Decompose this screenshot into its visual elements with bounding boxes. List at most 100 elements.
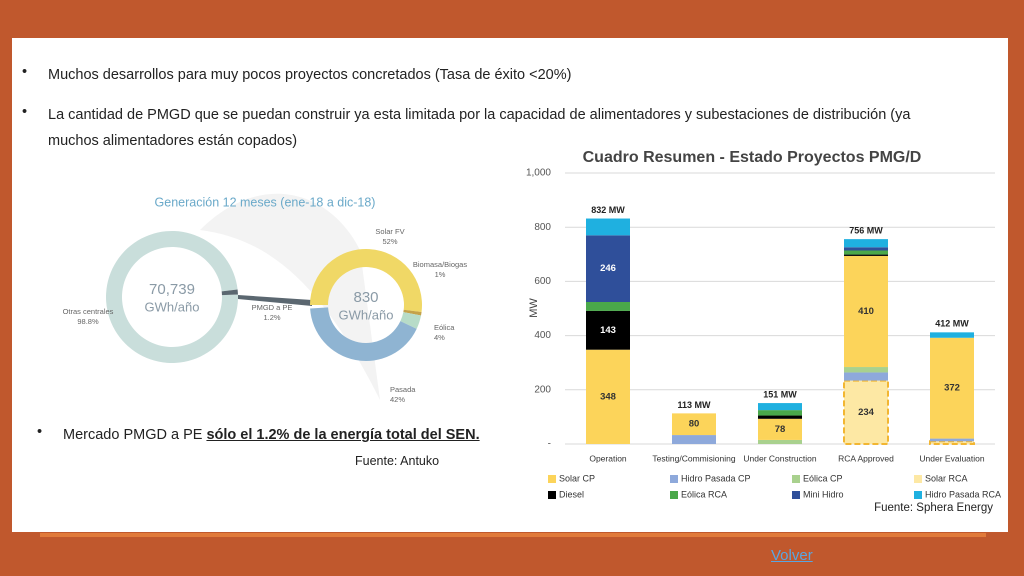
donut-title: Generación 12 meses (ene-18 a dic-18) — [155, 195, 376, 209]
bar-segment — [586, 301, 630, 311]
bar-segment — [586, 310, 630, 350]
legend-label: Eólica CP — [803, 473, 843, 483]
donut-center: 830 — [353, 289, 378, 306]
bar-segment — [586, 218, 630, 236]
bar-segment — [758, 410, 802, 416]
bar-segment — [930, 337, 974, 439]
bullet-emphasis: sólo el 1.2% de la energía total del SEN… — [206, 427, 480, 443]
slice-name: Eólica — [434, 323, 455, 332]
donut-center: GWh/año — [145, 299, 200, 314]
legend-swatch — [670, 475, 678, 483]
donut-slice — [221, 289, 238, 296]
decor — [200, 193, 380, 400]
donut-center: 70,739 — [149, 281, 195, 298]
bar-segment — [844, 372, 888, 381]
bar-segment — [758, 403, 802, 411]
legend-swatch — [548, 491, 556, 499]
data-label: 80 — [689, 419, 700, 430]
bar-segment — [844, 239, 888, 248]
panel — [12, 38, 1008, 532]
x-tick-label: Operation — [589, 453, 627, 463]
y-tick-label: 600 — [534, 276, 551, 287]
y-tick-label: 800 — [534, 222, 551, 233]
donut-slice — [310, 248, 422, 313]
bar-segment — [758, 415, 802, 419]
source: Fuente: Antuko — [355, 454, 440, 468]
donut-center: GWh/año — [339, 307, 394, 322]
bullet-text: Mercado PMGD a PE — [63, 427, 207, 443]
legend-swatch — [792, 475, 800, 483]
bar-segment — [930, 332, 974, 338]
legend-swatch — [914, 491, 922, 499]
bullet: Mercado PMGD a PE sólo el 1.2% de la ene… — [63, 422, 503, 448]
bar-segment — [844, 255, 888, 368]
total-label: 832 MW — [591, 205, 625, 215]
data-label: 410 — [858, 306, 874, 317]
total-label: 113 MW — [677, 400, 711, 410]
slice-name: Biomasa/Biogas — [413, 260, 467, 269]
bar-segment — [929, 440, 975, 446]
bar-segment — [844, 247, 888, 251]
bar-segment — [758, 418, 802, 440]
slice-value: 4% — [434, 333, 445, 342]
y-tick-label: 200 — [534, 384, 551, 395]
bar-segment — [844, 250, 888, 255]
y-tick-label: - — [548, 439, 551, 450]
data-label: 348 — [600, 391, 616, 402]
total-label: 756 MW — [849, 225, 883, 235]
bar-segment — [844, 254, 888, 256]
slice-value: 1% — [435, 270, 446, 279]
legend-label: Solar CP — [559, 473, 595, 483]
data-label: 143 — [600, 325, 616, 336]
slice-name: Pasada — [390, 385, 416, 394]
chart-title: Cuadro Resumen - Estado Proyectos PMG/D — [583, 149, 922, 166]
bar-segment — [930, 438, 974, 442]
x-tick-label: RCA Approved — [838, 453, 894, 463]
legend-label: Eólica RCA — [681, 489, 727, 499]
legend-label: Diesel — [559, 489, 584, 499]
bullet: Muchos desarrollos para muy pocos proyec… — [48, 67, 572, 83]
total-label: 412 MW — [935, 319, 969, 329]
x-tick-label: Under Construction — [743, 453, 817, 463]
bullet-dot: • — [37, 424, 43, 440]
legend-swatch — [792, 491, 800, 499]
donut-slice — [310, 307, 417, 362]
donut-slice — [400, 312, 422, 329]
slice-value: 42% — [390, 395, 405, 404]
bar-segment — [586, 349, 630, 444]
rule — [40, 533, 986, 537]
legend-label: Hidro Pasada CP — [681, 473, 751, 483]
bar-segment — [672, 413, 716, 436]
data-label: 246 — [600, 263, 616, 274]
back-link[interactable]: Volver — [771, 547, 813, 564]
slice-value: 98.8% — [77, 317, 99, 326]
total-label: 151 MW — [763, 389, 797, 399]
y-tick-label: 400 — [534, 330, 551, 341]
slice-name: Otras centrales — [63, 307, 114, 316]
y-tick-label: 1,000 — [526, 168, 551, 179]
chart-source: Fuente: Sphera Energy — [874, 502, 993, 514]
y-axis-label: MW — [528, 298, 540, 318]
bar-segment — [844, 367, 888, 373]
donut-slice — [403, 309, 422, 316]
legend-label: Solar RCA — [925, 473, 968, 483]
legend-swatch — [914, 475, 922, 483]
legend-swatch — [548, 475, 556, 483]
bar-segment — [758, 439, 802, 444]
bullet: La cantidad de PMGD que se puedan constr… — [48, 107, 911, 149]
x-tick-label: Testing/Commisioning — [652, 453, 735, 463]
legend-swatch — [670, 491, 678, 499]
data-label: 78 — [775, 424, 786, 435]
bar-segment — [672, 435, 716, 444]
data-label: 234 — [858, 407, 875, 418]
bullet-dot: • — [22, 64, 28, 80]
slice-value: 1.2% — [263, 313, 280, 322]
slice-value: 52% — [382, 237, 397, 246]
legend-label: Mini Hidro — [803, 489, 844, 499]
slice-name: PMGD a PE — [252, 303, 293, 312]
legend-label: Hidro Pasada RCA — [925, 489, 1001, 499]
slice-name: Solar FV — [375, 227, 404, 236]
bar-segment — [586, 235, 630, 302]
